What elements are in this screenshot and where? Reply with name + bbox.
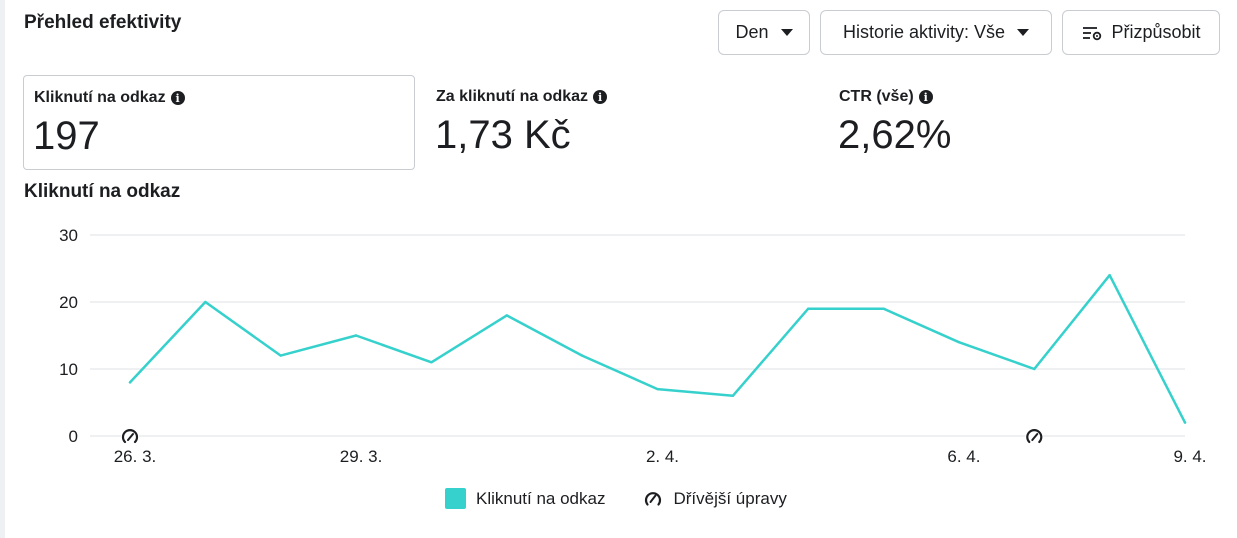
metric-value: 197 [33,114,100,158]
y-tick-label: 30 [59,226,78,245]
legend-item-edits[interactable]: Dřívější úpravy [643,488,787,509]
x-tick-label: 26. 3. [114,447,157,465]
info-icon[interactable]: i [170,91,185,105]
metric-card-link-clicks[interactable]: Kliknutí na odkaz i 197 [23,75,415,170]
activity-history-label: Historie aktivity: Vše [842,22,1006,42]
data-point [1108,274,1111,277]
data-point [430,361,433,364]
metric-value: 1,73 Kč [435,113,571,157]
metric-label: CTR (vše) i [839,88,933,106]
legend-edits-label: Dřívější úpravy [673,488,787,508]
metric-card-cost-per-click[interactable]: Za kliknutí na odkaz i 1,73 Kč [426,75,806,170]
data-point [505,314,508,317]
edit-marker-icon[interactable] [1025,428,1044,446]
edit-marker-icon[interactable] [121,428,139,446]
data-point [279,354,282,357]
data-point [128,381,132,384]
x-tick-label: 6. 4. [947,447,980,465]
period-dropdown[interactable]: Den [718,10,810,55]
caret-down-icon [780,29,793,36]
chart-legend: Kliknutí na odkaz Dřívější úpravy [445,488,825,509]
data-point [580,354,584,357]
y-tick-label: 0 [69,427,78,446]
y-tick-label: 10 [59,360,78,379]
chart-title: Kliknutí na odkaz [24,181,181,202]
x-tick-label: 9. 4. [1173,447,1206,465]
data-point [957,341,961,344]
metric-label: Za kliknutí na odkaz i [436,88,608,106]
legend-swatch [445,488,466,509]
x-tick-label: 2. 4. [646,447,679,465]
data-point [1183,421,1187,424]
data-point [204,300,207,304]
y-tick-label: 20 [59,293,78,312]
page-title: Přehled efektivity [24,12,182,33]
info-icon[interactable]: i [918,90,933,104]
edit-history-icon [643,489,663,509]
left-rail [0,0,5,538]
activity-history-dropdown[interactable]: Historie aktivity: Vše [820,10,1052,55]
data-point [1033,367,1036,371]
data-point [656,387,659,391]
metric-label-text: Za kliknutí na odkaz [436,88,589,105]
legend-series-label: Kliknutí na odkaz [476,488,606,508]
customize-icon [1083,26,1102,40]
customize-label: Přizpůsobit [1111,22,1201,42]
data-point [807,307,810,310]
period-dropdown-label: Den [735,22,769,42]
metric-label-text: Kliknutí na odkaz [34,89,166,106]
data-point [354,334,358,337]
metric-label-text: CTR (vše) [839,88,914,105]
data-point [882,307,885,310]
caret-down-icon [1017,29,1030,36]
data-point [731,394,735,397]
line-chart: 0 10 20 30 26. 3. 29. 3. 2. 4. 6. 4. 9. 4. [59,226,1206,465]
info-icon[interactable]: i [593,90,608,104]
x-tick-label: 29. 3. [340,447,383,465]
metric-label: Kliknutí na odkaz i [34,89,185,107]
legend-item-series[interactable]: Kliknutí na odkaz [445,488,605,509]
metric-card-ctr[interactable]: CTR (vše) i 2,62% [829,75,1209,170]
customize-button[interactable]: Přizpůsobit [1062,10,1220,55]
series-line [128,273,1187,424]
metric-value: 2,62% [838,113,952,157]
